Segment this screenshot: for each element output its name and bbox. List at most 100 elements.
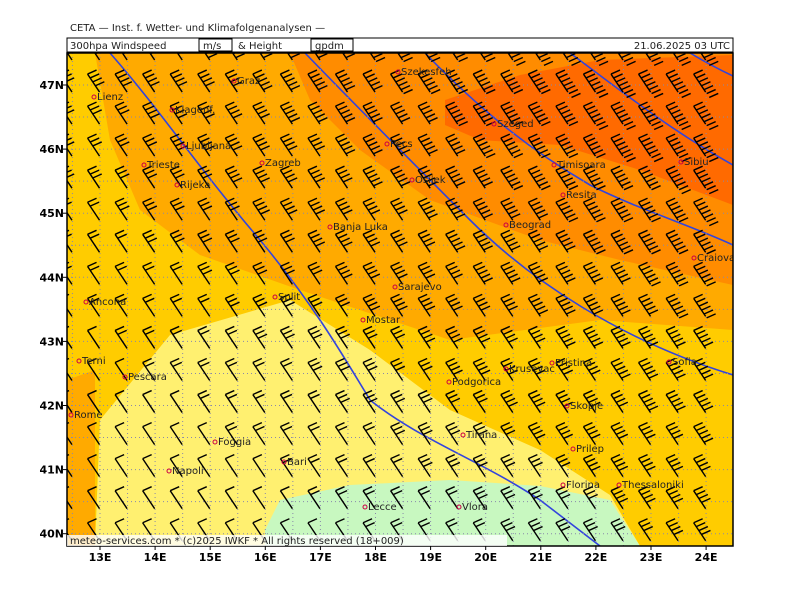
wind-barb (142, 261, 156, 285)
contour (569, 53, 733, 166)
wind-barb (417, 101, 438, 125)
wind-barb (334, 261, 353, 285)
wind-barb (500, 229, 521, 253)
city-label: Krusevac (509, 364, 555, 375)
wind-barb (693, 325, 714, 349)
wind-barb (555, 421, 573, 445)
wind-barb (390, 101, 411, 125)
header-box (66, 37, 734, 53)
wind-barb (224, 261, 240, 285)
wind-barb (445, 389, 461, 413)
wind-barb (86, 454, 101, 478)
wind-barb (610, 518, 626, 542)
wind-barbs (67, 53, 719, 542)
map-area: Graz Szekesfeh Lienz Klagenf. Ljubljana Zagre… (67, 53, 733, 546)
city-label: Bari (287, 457, 307, 468)
wind-barb (197, 133, 215, 157)
city-label: Banja Luka (333, 222, 388, 233)
wind-barb (527, 69, 551, 95)
wind-barb (224, 325, 238, 349)
wind-barb (86, 229, 101, 253)
wind-barb (527, 197, 549, 221)
contour (689, 53, 733, 77)
wind-barb (445, 197, 466, 221)
wind-barb (307, 165, 326, 189)
wind-barb (169, 101, 188, 125)
wind-barb (390, 197, 408, 221)
wind-barb (582, 229, 606, 255)
city-marker (460, 432, 466, 438)
wind-barb (362, 389, 378, 413)
wind-barb (472, 229, 493, 253)
wind-barb (169, 486, 183, 510)
city-label: Osijek (415, 175, 446, 186)
wind-barb (700, 53, 719, 67)
lon-label: 23E (640, 551, 663, 564)
wind-barb (445, 357, 463, 381)
wind-barb (169, 69, 188, 93)
wind-barb (693, 101, 719, 131)
wind-barb (142, 165, 158, 189)
unit: m/s (203, 41, 221, 52)
wind-barb (252, 486, 266, 510)
city-label: Terni (81, 356, 106, 367)
wind-barb (86, 261, 101, 285)
wind-barb (197, 165, 213, 189)
wind-barb (555, 293, 576, 317)
lon-label: 17E (309, 551, 332, 564)
city-label: Klagenf. (175, 105, 215, 116)
wind-barb (610, 486, 629, 510)
wind-barb (555, 325, 576, 349)
wind-barb (252, 325, 268, 349)
lat-label: 43N (39, 335, 64, 348)
city-marker (560, 482, 566, 488)
lat-label: 46N (39, 143, 64, 156)
wind-barb (86, 197, 101, 221)
wind-barb (637, 389, 659, 413)
wind-barb (142, 133, 158, 157)
city-label: Split (278, 292, 300, 303)
wind-barb (527, 229, 549, 253)
city-label: Resita (566, 190, 597, 201)
city-label: Sofia (672, 357, 697, 368)
city-marker (141, 162, 147, 168)
wind-barb (472, 357, 491, 381)
wind-barb (472, 165, 493, 189)
city-label: Szekesfeh (401, 67, 452, 78)
wind-barb (555, 486, 571, 510)
wind-barb (637, 518, 654, 542)
wind-barb (114, 421, 128, 445)
wind-barb (472, 293, 491, 317)
wind-barb (142, 197, 158, 221)
city-label: Pristina (555, 358, 592, 369)
lat-label: 41N (39, 464, 64, 477)
wind-barb (665, 518, 684, 542)
unit-box (310, 38, 354, 52)
wind-barb (307, 69, 328, 93)
unit: gpdm (315, 41, 344, 52)
lat-label: 40N (39, 528, 64, 541)
city-marker (678, 159, 684, 165)
city-marker (68, 412, 74, 418)
wind-barb (114, 486, 128, 510)
wind-barb (197, 454, 211, 478)
wind-barb (362, 229, 381, 253)
wind-barb (582, 518, 598, 542)
wind-barb (417, 421, 433, 445)
wind-barb (417, 229, 436, 253)
wind-barb (562, 53, 581, 67)
wind-barb (445, 454, 461, 478)
lon-label: 21E (529, 551, 552, 564)
wind-barb (307, 293, 323, 317)
wind-barb (390, 325, 406, 349)
wind-barb (169, 389, 183, 413)
wind-barb (114, 101, 130, 125)
wind-barb (86, 165, 103, 189)
wind-barb (114, 357, 128, 381)
city-label: Skopje (570, 401, 603, 412)
wind-barb (252, 421, 266, 445)
city-marker (691, 255, 697, 261)
city-label: Rijeka (180, 180, 210, 191)
wind-barb (224, 197, 240, 221)
wind-barb (582, 325, 604, 349)
